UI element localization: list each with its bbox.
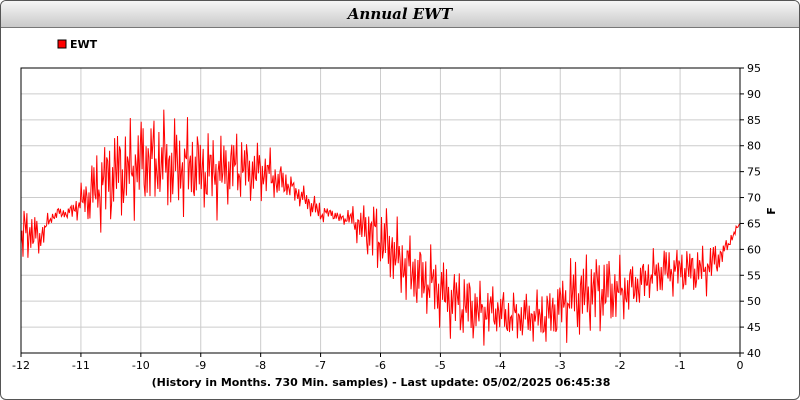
x-tick-label: -4 xyxy=(495,359,506,372)
x-tick-label: -10 xyxy=(132,359,150,372)
legend-label-ewt: EWT xyxy=(70,38,98,51)
y-tick-label: 70 xyxy=(747,192,761,205)
x-tick-label: -3 xyxy=(555,359,566,372)
y-tick-label: 75 xyxy=(747,166,761,179)
x-tick-label: -6 xyxy=(375,359,386,372)
chart-title: Annual EWT xyxy=(347,5,453,23)
legend-swatch-ewt xyxy=(57,39,67,49)
y-tick-label: 50 xyxy=(747,295,761,308)
x-tick-label: 0 xyxy=(737,359,744,372)
footer-text: (History in Months. 730 Min. samples) - … xyxy=(152,376,611,389)
x-tick-label: -12 xyxy=(12,359,30,372)
y-axis-label: F xyxy=(765,207,778,215)
x-tick-label: -7 xyxy=(315,359,326,372)
y-tick-label: 55 xyxy=(747,269,761,282)
x-tick-label: -11 xyxy=(72,359,90,372)
x-tick-label: -9 xyxy=(195,359,206,372)
y-tick-label: 90 xyxy=(747,88,761,101)
y-tick-label: 95 xyxy=(747,62,761,75)
y-tick-label: 85 xyxy=(747,114,761,127)
title-bar: Annual EWT xyxy=(1,1,799,28)
x-tick-label: -1 xyxy=(675,359,686,372)
y-tick-label: 80 xyxy=(747,140,761,153)
series-line-ewt xyxy=(20,109,741,346)
y-tick-label: 60 xyxy=(747,243,761,256)
x-tick-label: -8 xyxy=(255,359,266,372)
y-tick-label: 45 xyxy=(747,321,761,334)
y-tick-label: 65 xyxy=(747,217,761,230)
y-tick-label: 40 xyxy=(747,347,761,360)
x-tick-label: -5 xyxy=(435,359,446,372)
x-tick-label: -2 xyxy=(615,359,626,372)
